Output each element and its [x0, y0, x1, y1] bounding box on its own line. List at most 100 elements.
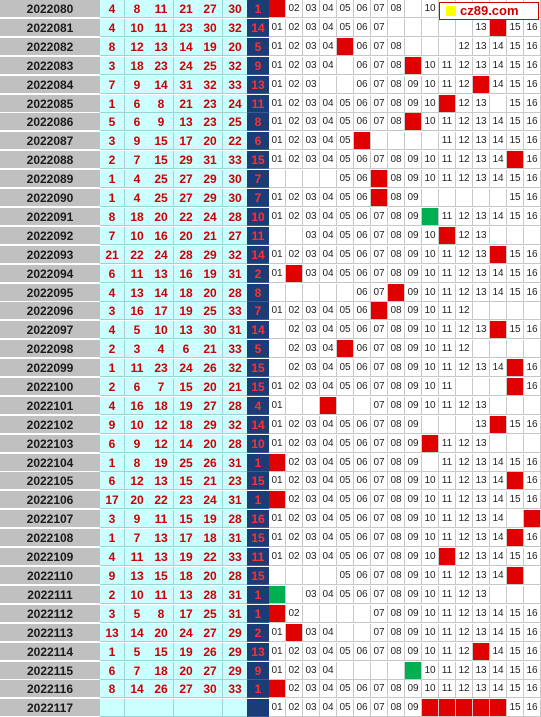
trend-cell: 03: [303, 586, 320, 604]
trend-cell: 14: [490, 605, 507, 623]
blue-ball-cell: 10: [247, 208, 269, 226]
trend-cell: 08: [388, 76, 405, 94]
trend-cell: 13: [473, 624, 490, 642]
trend-cell: 10: [422, 510, 439, 528]
trend-cell: 07: [371, 321, 388, 339]
trend-cell: 12: [456, 132, 473, 150]
red-ball-cell: 1: [100, 529, 125, 547]
trend-cell: 14: [490, 491, 507, 509]
trend-cell: 07: [371, 284, 388, 302]
trend-cell: 08: [388, 416, 405, 434]
trend-cell: 06: [354, 284, 371, 302]
trend-cell: 10: [422, 680, 439, 698]
trend-cell: 02: [286, 491, 303, 509]
trend-cell: [422, 38, 439, 56]
trend-cell: 07: [371, 435, 388, 453]
blue-ball-cell: 13: [247, 76, 269, 94]
trend-cell: [439, 699, 456, 717]
trend-cell: 08: [388, 605, 405, 623]
issue-number: 2022091: [0, 208, 100, 226]
red-ball-cell: 12: [125, 38, 150, 56]
trend-cell: 12: [456, 76, 473, 94]
red-ball-cell: 9: [100, 416, 125, 434]
blue-ball-cell: 5: [247, 340, 269, 358]
trend-cell: 11: [439, 284, 456, 302]
trend-cell: 10: [422, 397, 439, 415]
trend-cell: 11: [439, 680, 456, 698]
trend-cell: 08: [388, 0, 405, 18]
red-ball-cell: 27: [174, 170, 199, 188]
blue-ball-cell: 9: [247, 57, 269, 75]
trend-cell: 03: [303, 246, 320, 264]
red-ball-cell: 14: [174, 38, 199, 56]
trend-cell: 09: [405, 624, 422, 642]
red-ball-cell: 33: [223, 151, 248, 169]
trend-cell: [388, 132, 405, 150]
trend-cell: 05: [337, 643, 354, 661]
trend-cell: 11: [439, 472, 456, 490]
red-ball-cell: 10: [125, 227, 150, 245]
blue-ball-cell: 9: [247, 662, 269, 680]
red-ball-cell: 11: [125, 359, 150, 377]
trend-cell: 08: [388, 95, 405, 113]
trend-cell: 12: [456, 208, 473, 226]
trend-cell: 12: [456, 397, 473, 415]
trend-cell: 05: [337, 340, 354, 358]
red-ball-cell: 29: [223, 643, 248, 661]
trend-cell: 04: [320, 491, 337, 509]
trend-cell: 10: [422, 265, 439, 283]
trend-cell: 14: [490, 680, 507, 698]
trend-cell: 04: [320, 208, 337, 226]
trend-cell: 08: [388, 680, 405, 698]
red-ball-cell: 14: [149, 284, 174, 302]
issue-number: 2022095: [0, 284, 100, 302]
trend-cell: 09: [405, 76, 422, 94]
trend-cell: 11: [439, 454, 456, 472]
trend-cell: 05: [337, 321, 354, 339]
trend-cell: [337, 605, 354, 623]
trend-cell: 15: [507, 208, 524, 226]
red-ball-cell: 19: [149, 454, 174, 472]
trend-cell: [507, 586, 524, 604]
red-ball-cell: 31: [174, 76, 199, 94]
red-ball-cell: 31: [223, 529, 248, 547]
trend-cell: 04: [320, 246, 337, 264]
trend-cell: 03: [303, 113, 320, 131]
trend-cell: 05: [337, 170, 354, 188]
trend-cell: 14: [490, 359, 507, 377]
trend-cell: 04: [320, 416, 337, 434]
red-ball-cell: 32: [223, 416, 248, 434]
trend-cell: 02: [286, 265, 303, 283]
red-ball-cell: 31: [223, 321, 248, 339]
red-ball-cell: 18: [174, 416, 199, 434]
trend-cell: 12: [456, 359, 473, 377]
trend-cell: 06: [354, 38, 371, 56]
trend-cell: 03: [303, 454, 320, 472]
trend-cell: 01: [269, 38, 286, 56]
trend-cell: [354, 662, 371, 680]
trend-cell: 12: [456, 246, 473, 264]
trend-cell: 06: [354, 529, 371, 547]
trend-cell: 12: [456, 302, 473, 320]
trend-cell: 13: [473, 529, 490, 547]
trend-cell: 12: [456, 265, 473, 283]
trend-cell: 04: [320, 586, 337, 604]
red-ball-cell: 24: [223, 95, 248, 113]
trend-cell: 05: [337, 38, 354, 56]
trend-cell: 04: [320, 132, 337, 150]
trend-cell: 07: [371, 605, 388, 623]
trend-cell: 03: [303, 0, 320, 18]
trend-cell: 13: [473, 57, 490, 75]
red-ball-cell: [149, 699, 174, 717]
trend-cell: 01: [269, 265, 286, 283]
red-ball-cell: 25: [149, 170, 174, 188]
trend-cell: [524, 340, 541, 358]
trend-cell: 09: [405, 435, 422, 453]
trend-cell: 11: [439, 113, 456, 131]
trend-cell: 10: [422, 567, 439, 585]
trend-cell: 07: [371, 699, 388, 717]
red-ball-cell: 21: [198, 340, 223, 358]
trend-cell: [269, 284, 286, 302]
trend-cell: 02: [286, 95, 303, 113]
trend-cell: 10: [422, 208, 439, 226]
